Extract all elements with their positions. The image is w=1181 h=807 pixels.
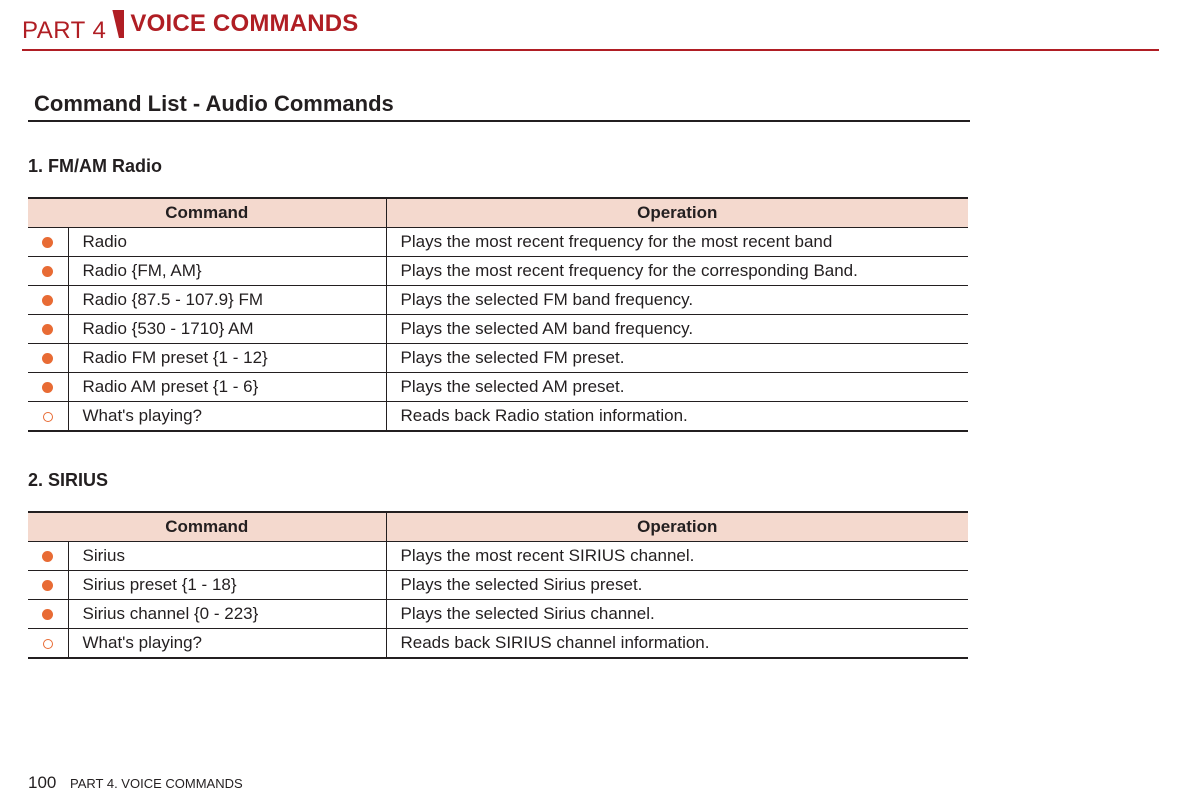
operation-cell: Reads back Radio station information.: [386, 402, 968, 432]
dot-filled-icon: [42, 382, 53, 393]
table-row: Radio AM preset {1 - 6}Plays the selecte…: [28, 373, 968, 402]
operation-cell: Plays the most recent SIRIUS channel.: [386, 542, 968, 571]
dot-filled-icon: [42, 609, 53, 620]
footer-text: PART 4. VOICE COMMANDS: [70, 776, 243, 791]
col-header-command: Command: [28, 512, 386, 542]
table-row: RadioPlays the most recent frequency for…: [28, 228, 968, 257]
tables-host: 1. FM/AM RadioCommandOperationRadioPlays…: [28, 156, 1111, 659]
table-row: Sirius preset {1 - 18}Plays the selected…: [28, 571, 968, 600]
bullet-filled-icon: [28, 600, 68, 629]
bullet-filled-icon: [28, 373, 68, 402]
table-row: Sirius channel {0 - 223}Plays the select…: [28, 600, 968, 629]
dot-filled-icon: [42, 295, 53, 306]
command-cell: Sirius: [68, 542, 386, 571]
operation-cell: Reads back SIRIUS channel information.: [386, 629, 968, 659]
command-table: CommandOperationSiriusPlays the most rec…: [28, 511, 968, 659]
bullet-filled-icon: [28, 344, 68, 373]
table-row: What's playing?Reads back Radio station …: [28, 402, 968, 432]
dot-open-icon: [43, 412, 53, 422]
operation-cell: Plays the selected Sirius channel.: [386, 600, 968, 629]
dot-filled-icon: [42, 266, 53, 277]
dot-filled-icon: [42, 580, 53, 591]
col-header-operation: Operation: [386, 198, 968, 228]
bullet-open-icon: [28, 402, 68, 432]
command-table: CommandOperationRadioPlays the most rece…: [28, 197, 968, 432]
bullet-filled-icon: [28, 228, 68, 257]
command-cell: Radio {FM, AM}: [68, 257, 386, 286]
part-label: PART 4: [22, 17, 106, 45]
operation-cell: Plays the selected Sirius preset.: [386, 571, 968, 600]
operation-cell: Plays the selected FM preset.: [386, 344, 968, 373]
bullet-filled-icon: [28, 257, 68, 286]
dot-filled-icon: [42, 353, 53, 364]
command-cell: What's playing?: [68, 402, 386, 432]
bullet-filled-icon: [28, 542, 68, 571]
operation-cell: Plays the selected AM preset.: [386, 373, 968, 402]
page-footer: 100 PART 4. VOICE COMMANDS: [28, 773, 243, 793]
table-row: Radio {530 - 1710} AMPlays the selected …: [28, 315, 968, 344]
page-number: 100: [28, 773, 56, 792]
operation-cell: Plays the selected FM band frequency.: [386, 286, 968, 315]
operation-cell: Plays the most recent frequency for the …: [386, 228, 968, 257]
dot-open-icon: [43, 639, 53, 649]
col-header-operation: Operation: [386, 512, 968, 542]
dot-filled-icon: [42, 324, 53, 335]
command-cell: Radio AM preset {1 - 6}: [68, 373, 386, 402]
command-cell: Radio {87.5 - 107.9} FM: [68, 286, 386, 315]
command-cell: Radio FM preset {1 - 12}: [68, 344, 386, 373]
command-cell: Radio: [68, 228, 386, 257]
dot-filled-icon: [42, 551, 53, 562]
bullet-filled-icon: [28, 315, 68, 344]
operation-cell: Plays the most recent frequency for the …: [386, 257, 968, 286]
bullet-filled-icon: [28, 286, 68, 315]
page-title: VOICE COMMANDS: [130, 10, 358, 38]
command-cell: What's playing?: [68, 629, 386, 659]
table-row: Radio {FM, AM}Plays the most recent freq…: [28, 257, 968, 286]
dot-filled-icon: [42, 237, 53, 248]
table-subtitle: 2. SIRIUS: [28, 470, 1111, 491]
table-row: What's playing?Reads back SIRIUS channel…: [28, 629, 968, 659]
bullet-filled-icon: [28, 571, 68, 600]
bullet-open-icon: [28, 629, 68, 659]
table-row: Radio FM preset {1 - 12}Plays the select…: [28, 344, 968, 373]
col-header-command: Command: [28, 198, 386, 228]
table-row: SiriusPlays the most recent SIRIUS chann…: [28, 542, 968, 571]
table-row: Radio {87.5 - 107.9} FMPlays the selecte…: [28, 286, 968, 315]
title-tab-icon: [112, 10, 124, 38]
command-cell: Sirius channel {0 - 223}: [68, 600, 386, 629]
page-header: PART 4 VOICE COMMANDS: [0, 0, 1181, 45]
command-cell: Radio {530 - 1710} AM: [68, 315, 386, 344]
table-subtitle: 1. FM/AM Radio: [28, 156, 1111, 177]
command-cell: Sirius preset {1 - 18}: [68, 571, 386, 600]
section-title: Command List - Audio Commands: [28, 91, 970, 122]
title-wrap: VOICE COMMANDS: [112, 10, 358, 38]
operation-cell: Plays the selected AM band frequency.: [386, 315, 968, 344]
content-area: Command List - Audio Commands 1. FM/AM R…: [0, 51, 1181, 659]
